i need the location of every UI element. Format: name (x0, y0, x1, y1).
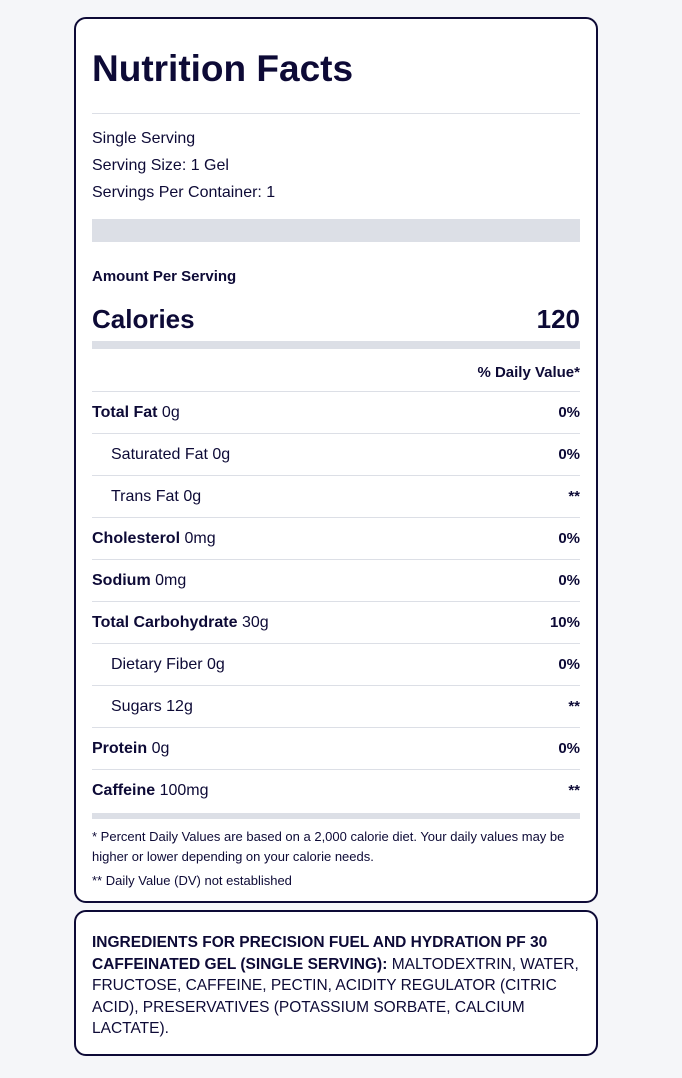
nutrient-amount: 0mg (180, 529, 216, 547)
footnote-dv-not-established: ** Daily Value (DV) not established (92, 873, 292, 888)
nutrient-row: Saturated Fat 0g 0% (92, 433, 580, 475)
nutrition-facts-panel: Nutrition Facts Single Serving Serving S… (74, 17, 598, 903)
nutrient-daily-value: 10% (549, 614, 580, 631)
nutrient-daily-value: ** (568, 488, 580, 505)
nutrient-daily-value: 0% (558, 530, 580, 547)
nutrient-row: Dietary Fiber 0g 0% (92, 643, 580, 685)
nutrient-amount: 0mg (150, 571, 187, 589)
nutrient-name: Cholesterol 0mg (92, 530, 216, 548)
calories-label: Calories (92, 303, 195, 334)
ingredients-panel: INGREDIENTS FOR PRECISION FUEL AND HYDRA… (74, 910, 598, 1056)
nutrient-name: Caffeine 100mg (92, 782, 209, 800)
nutrient-label: Total Fat (92, 403, 158, 421)
nutrient-label: Caffeine (92, 781, 156, 799)
nutrient-daily-value: ** (568, 698, 580, 715)
nutrient-daily-value: ** (568, 782, 580, 799)
medium-divider (92, 341, 580, 349)
nutrient-row: Total Fat 0g 0% (92, 391, 580, 433)
nutrient-amount: 0g (157, 403, 180, 421)
ingredients-block: INGREDIENTS FOR PRECISION FUEL AND HYDRA… (92, 932, 580, 1040)
nutrient-name: Trans Fat 0g (111, 487, 202, 505)
nutrient-row: Sugars 12g ** (92, 685, 580, 727)
nutrient-label: Sodium (92, 571, 151, 589)
nutrient-name: Saturated Fat 0g (111, 445, 231, 463)
nutrient-name: Sodium 0mg (92, 572, 186, 590)
nutrient-daily-value: 0% (558, 572, 580, 589)
nutrient-name: Sugars 12g (111, 697, 193, 715)
nutrient-name: Total Fat 0g (92, 404, 180, 422)
nutrient-amount: 30g (237, 613, 269, 631)
calories-value: 120 (536, 303, 580, 334)
nutrient-row: Total Carbohydrate 30g 10% (92, 601, 580, 643)
calories-row: Calories 120 (92, 301, 580, 337)
footnote-percent-dv: * Percent Daily Values are based on a 2,… (92, 829, 565, 864)
nutrient-label: Protein (92, 739, 148, 757)
nutrient-daily-value: 0% (558, 740, 580, 757)
nutrient-name: Dietary Fiber 0g (111, 655, 225, 673)
nutrient-daily-value: 0% (558, 446, 580, 463)
nutrient-name: Protein 0g (92, 740, 169, 758)
nutrient-daily-value: 0% (558, 404, 580, 421)
serving-description: Single Serving (92, 130, 196, 147)
ingredients-heading: INGREDIENTS FOR PRECISION FUEL AND HYDRA… (92, 934, 548, 973)
nutrient-label: Total Carbohydrate (92, 613, 238, 631)
nutrient-list: Total Fat 0g 0% Saturated Fat 0g 0% Trans Fa… (92, 391, 580, 811)
nutrient-row: Caffeine 100mg ** (92, 769, 580, 811)
nutrient-label: Cholesterol (92, 529, 181, 547)
servings-per-container: Servings Per Container: 1 (92, 184, 276, 201)
ingredients-text: MALTODEXTRIN, WATER, FRUCTOSE, CAFFEINE,… (92, 955, 579, 1038)
nutrient-amount: 0g (147, 739, 170, 757)
amount-per-serving: Amount Per Serving (92, 268, 237, 285)
daily-value-header: % Daily Value* (477, 364, 580, 381)
nutrient-row: Sodium 0mg 0% (92, 559, 580, 601)
nutrient-name: Total Carbohydrate 30g (92, 614, 269, 632)
nutrient-row: Trans Fat 0g ** (92, 475, 580, 517)
nutrient-daily-value: 0% (558, 656, 580, 673)
bottom-divider (92, 813, 580, 819)
nutrient-row: Protein 0g 0% (92, 727, 580, 769)
nutrient-amount: 100mg (155, 781, 209, 799)
nutrient-row: Cholesterol 0mg 0% (92, 517, 580, 559)
serving-size: Serving Size: 1 Gel (92, 157, 229, 174)
nutrition-title: Nutrition Facts (92, 48, 354, 89)
thick-divider (92, 219, 580, 242)
divider (92, 113, 580, 114)
